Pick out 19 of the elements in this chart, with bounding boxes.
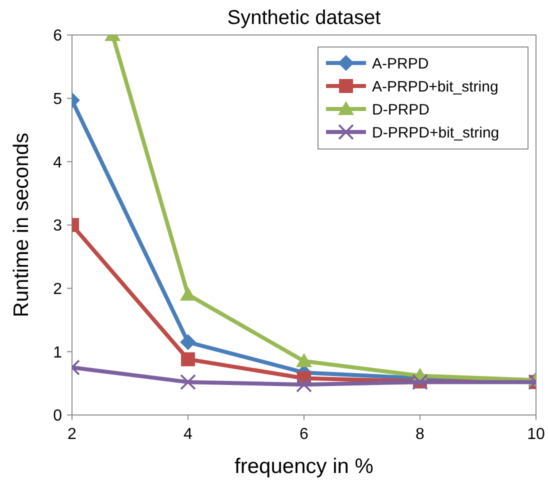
y-tick-label: 5: [53, 90, 62, 108]
legend-label: D-PRPD: [372, 101, 430, 118]
legend-label: A-PRPD+bit_string: [372, 78, 498, 96]
y-tick-label: 0: [53, 408, 62, 425]
x-tick-label: 2: [68, 426, 77, 443]
legend-label: D-PRPD+bit_string: [372, 124, 500, 142]
y-axis-title: Runtime in seconds: [10, 132, 33, 318]
x-axis-title: frequency in %: [234, 455, 374, 478]
y-tick-label: 6: [53, 28, 62, 45]
y-tick-label: 1: [53, 344, 62, 362]
chart-title: Synthetic dataset: [227, 7, 382, 29]
x-tick-label: 10: [527, 426, 545, 443]
x-tick-label: 4: [184, 426, 193, 443]
x-tick-label: 6: [300, 426, 309, 443]
x-tick-label: 8: [416, 426, 425, 443]
y-tick-label: 3: [53, 218, 62, 235]
y-tick-label: 2: [53, 280, 62, 298]
legend-label: A-PRPD: [372, 55, 429, 72]
y-tick-label: 4: [53, 154, 62, 172]
